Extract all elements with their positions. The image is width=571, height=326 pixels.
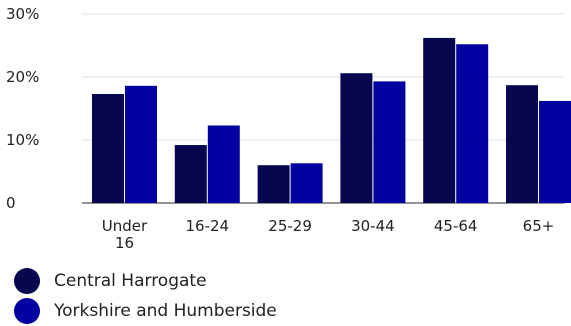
bar	[456, 44, 489, 203]
bar	[539, 100, 571, 203]
legend-item-yorkshire-and-humberside: Yorkshire and Humberside	[14, 296, 277, 326]
x-tick-label: Under 16	[102, 217, 148, 252]
y-tick-label: 20%	[6, 68, 39, 86]
y-tick-label: 30%	[6, 5, 39, 23]
bar	[257, 165, 290, 203]
legend-label-central-harrogate: Central Harrogate	[54, 271, 207, 291]
x-tick-label: 16-24	[186, 217, 230, 235]
y-tick-label: 10%	[6, 131, 39, 149]
bar	[92, 94, 124, 203]
legend-item-central-harrogate: Central Harrogate	[14, 266, 277, 296]
legend: Central Harrogate Yorkshire and Humbersi…	[14, 266, 277, 326]
x-tick-label: 45-64	[434, 217, 478, 235]
bar-chart: 0 10% 20% 30% Under 16 16-24 25-29 30-44 45-64 65+	[6, 5, 571, 252]
bar	[207, 125, 240, 203]
bar	[290, 163, 323, 203]
bar	[373, 81, 406, 203]
bar	[125, 85, 157, 203]
legend-swatch-yorkshire-and-humberside	[14, 298, 40, 324]
x-tick-label: 25-29	[268, 217, 312, 235]
bar	[506, 85, 538, 203]
bar	[340, 73, 373, 203]
legend-label-yorkshire-and-humberside: Yorkshire and Humberside	[54, 301, 277, 321]
x-tick-label: 30-44	[351, 217, 395, 235]
legend-swatch-central-harrogate	[14, 268, 40, 294]
y-tick-label: 0	[6, 194, 16, 212]
bar	[423, 37, 456, 203]
x-tick-label: 65+	[523, 217, 555, 235]
bar	[174, 145, 207, 203]
